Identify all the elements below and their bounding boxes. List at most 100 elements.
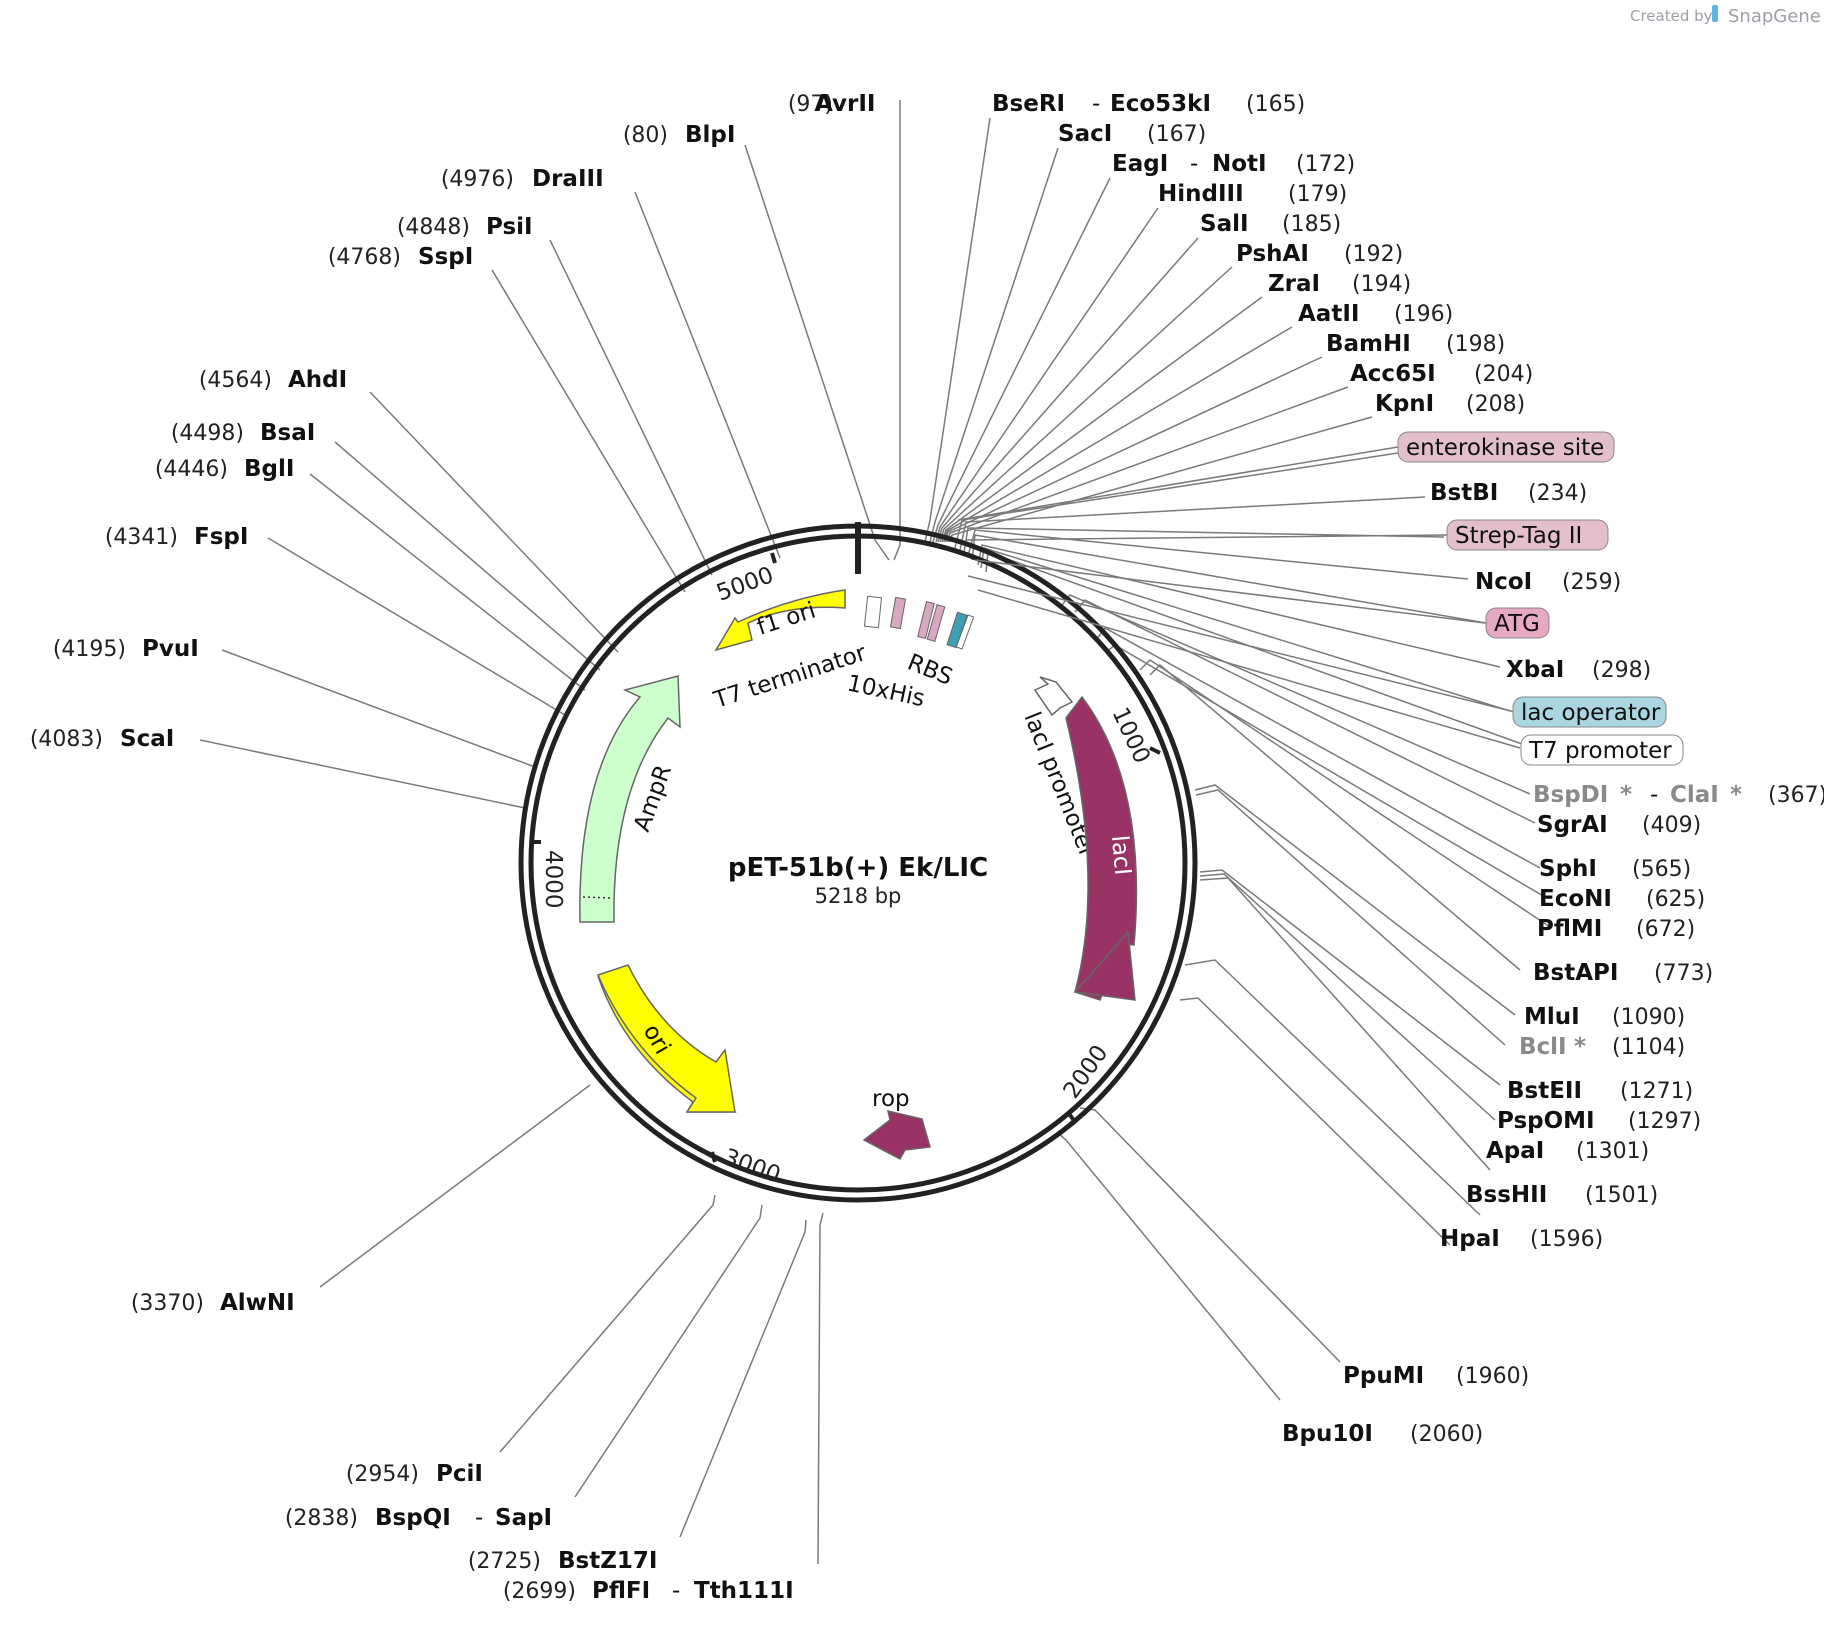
site-hpai[interactable]: HpaI (1596) xyxy=(1440,1226,1603,1252)
site-pshai[interactable]: PshAI (192) xyxy=(1236,241,1403,267)
site-apai[interactable]: ApaI (1301) xyxy=(1486,1138,1649,1164)
svg-text:(2725): (2725) xyxy=(468,1549,541,1574)
svg-text:SspI: SspI xyxy=(418,244,473,270)
site-fspi[interactable]: (4341) FspI xyxy=(105,524,249,550)
svg-text:BspDI: BspDI xyxy=(1533,782,1608,808)
site-avrii[interactable]: (97)AvrII xyxy=(788,91,876,117)
svg-text:EagI: EagI xyxy=(1112,151,1168,177)
svg-text:(3370): (3370) xyxy=(131,1291,204,1316)
rbs-box[interactable] xyxy=(917,600,935,640)
svg-text:(4768): (4768) xyxy=(328,245,401,270)
plasmid-title: pET-51b(+) Ek/LIC 5218 bp xyxy=(728,853,988,908)
site-ahdi[interactable]: (4564) AhdI xyxy=(199,367,347,393)
leader-line xyxy=(971,534,1487,624)
site-draiii[interactable]: (4976) DraIII xyxy=(441,166,604,192)
site-mlui[interactable]: MluI (1090) xyxy=(1524,1004,1685,1030)
svg-text:BspQI: BspQI xyxy=(375,1505,451,1531)
site-sphi[interactable]: SphI (565) xyxy=(1539,856,1691,882)
site-bstbi[interactable]: BstBI (234) xyxy=(1430,480,1587,506)
leader-line xyxy=(893,100,901,561)
site-pflfi-tth111i[interactable]: (2699) PflFI - Tth111I xyxy=(503,1578,794,1604)
laci-promoter-arrow[interactable] xyxy=(1033,676,1074,717)
strep-tag-box-label[interactable] xyxy=(1446,519,1609,551)
site-econi[interactable]: EcoNI (625) xyxy=(1539,886,1705,912)
site-bspqi-sapi[interactable]: (2838) BspQI - SapI xyxy=(285,1505,552,1531)
site-kpni[interactable]: KpnI (208) xyxy=(1375,391,1525,417)
svg-text:(367): (367) xyxy=(1768,783,1824,808)
svg-text:Tth111I: Tth111I xyxy=(694,1578,794,1604)
svg-text:SgrAI: SgrAI xyxy=(1537,812,1608,838)
svg-text:-: - xyxy=(1650,782,1658,808)
his-tag-box[interactable] xyxy=(889,596,907,630)
site-pcii[interactable]: (2954) PciI xyxy=(346,1461,483,1487)
enterokinase-site-box[interactable] xyxy=(1397,431,1615,463)
tick-label-4000: 4000 xyxy=(540,850,566,909)
t7-promoter-box-label[interactable] xyxy=(1520,734,1684,766)
t7-terminator-box[interactable] xyxy=(863,595,883,629)
site-acc65i[interactable]: Acc65I (204) xyxy=(1350,361,1533,387)
snapgene-logo[interactable]: Created by SnapGene xyxy=(1630,5,1821,27)
site-bgli[interactable]: (4446) BglI xyxy=(155,456,295,482)
site-hindiii[interactable]: HindIII (179) xyxy=(1158,181,1347,207)
site-pspomi[interactable]: PspOMI (1297) xyxy=(1497,1108,1701,1134)
rop-arrow[interactable] xyxy=(862,1109,931,1161)
t7-promoter-box[interactable] xyxy=(955,614,975,650)
site-bsshii[interactable]: BssHII (1501) xyxy=(1466,1182,1658,1208)
site-bstapi[interactable]: BstAPI (773) xyxy=(1533,960,1713,986)
lac-operator-box-label[interactable] xyxy=(1512,696,1667,728)
svg-text:-: - xyxy=(672,1578,680,1604)
site-pvui[interactable]: (4195) PvuI xyxy=(53,636,199,662)
leader-line xyxy=(1061,594,1531,795)
svg-text:*: * xyxy=(1620,782,1632,808)
site-ncoi[interactable]: NcoI (259) xyxy=(1475,569,1621,595)
site-saci[interactable]: SacI (167) xyxy=(1058,121,1206,147)
site-pflmi[interactable]: PflMI (672) xyxy=(1537,916,1695,942)
svg-text:-: - xyxy=(1092,91,1100,117)
site-blpi[interactable]: (80) BlpI xyxy=(623,122,736,148)
leader-line xyxy=(1195,789,1506,1046)
leader-line xyxy=(1194,784,1516,1016)
ori-body[interactable] xyxy=(596,964,736,1113)
f1-ori-arrow[interactable] xyxy=(714,589,846,652)
site-bsteii[interactable]: BstEII (1271) xyxy=(1507,1078,1693,1104)
backbone xyxy=(518,522,1198,1203)
site-bspdi-clai[interactable]: BspDI * - ClaI * (367) xyxy=(1533,782,1824,808)
atg-box[interactable] xyxy=(1485,607,1550,639)
leader-line xyxy=(334,441,601,671)
leader-line xyxy=(499,1194,716,1453)
site-bseri-eco53ki[interactable]: BseRI - Eco53kI (165) xyxy=(992,91,1305,117)
svg-text:(80): (80) xyxy=(623,123,668,148)
site-eagi-noti[interactable]: EagI - NotI (172) xyxy=(1112,151,1355,177)
site-psii[interactable]: (4848) PsiI xyxy=(397,214,533,240)
site-bcli[interactable]: BclI * (1104) xyxy=(1519,1034,1685,1060)
ampr-arrow[interactable] xyxy=(579,675,681,923)
site-bpu10i[interactable]: Bpu10I (2060) xyxy=(1282,1421,1483,1447)
svg-text:(165): (165) xyxy=(1246,92,1305,117)
site-sspi[interactable]: (4768) SspI xyxy=(328,244,473,270)
site-bamhi[interactable]: BamHI (198) xyxy=(1326,331,1505,357)
site-ppumi[interactable]: PpuMI (1960) xyxy=(1343,1363,1529,1389)
svg-text:NotI: NotI xyxy=(1212,151,1267,177)
svg-text:(2699): (2699) xyxy=(503,1579,576,1604)
site-bsai[interactable]: (4498) BsaI xyxy=(171,420,315,446)
site-alwni[interactable]: (3370) AlwNI xyxy=(131,1290,295,1316)
svg-text:(198): (198) xyxy=(1446,332,1505,357)
svg-text:(167): (167) xyxy=(1147,122,1206,147)
leader-line xyxy=(937,237,1199,543)
site-xbai[interactable]: XbaI (298) xyxy=(1506,657,1651,683)
laci-label: lacI xyxy=(1106,834,1135,876)
svg-text:ApaI: ApaI xyxy=(1486,1138,1544,1164)
leader-line xyxy=(1149,663,1521,971)
site-bstz17i[interactable]: (2725) BstZ17I xyxy=(468,1548,658,1574)
strep-tag-box[interactable] xyxy=(926,603,946,643)
svg-text:FspI: FspI xyxy=(194,524,248,550)
site-zrai[interactable]: ZraI (194) xyxy=(1268,271,1411,297)
site-aatii[interactable]: AatII (196) xyxy=(1298,301,1453,327)
svg-text:(773): (773) xyxy=(1654,961,1713,986)
svg-text:(1301): (1301) xyxy=(1576,1139,1649,1164)
site-sali[interactable]: SalI (185) xyxy=(1200,211,1341,237)
site-scai[interactable]: (4083) ScaI xyxy=(30,726,174,752)
site-sgrai[interactable]: SgrAI (409) xyxy=(1537,812,1701,838)
leader-line xyxy=(679,1219,807,1538)
svg-text:(409): (409) xyxy=(1642,813,1701,838)
